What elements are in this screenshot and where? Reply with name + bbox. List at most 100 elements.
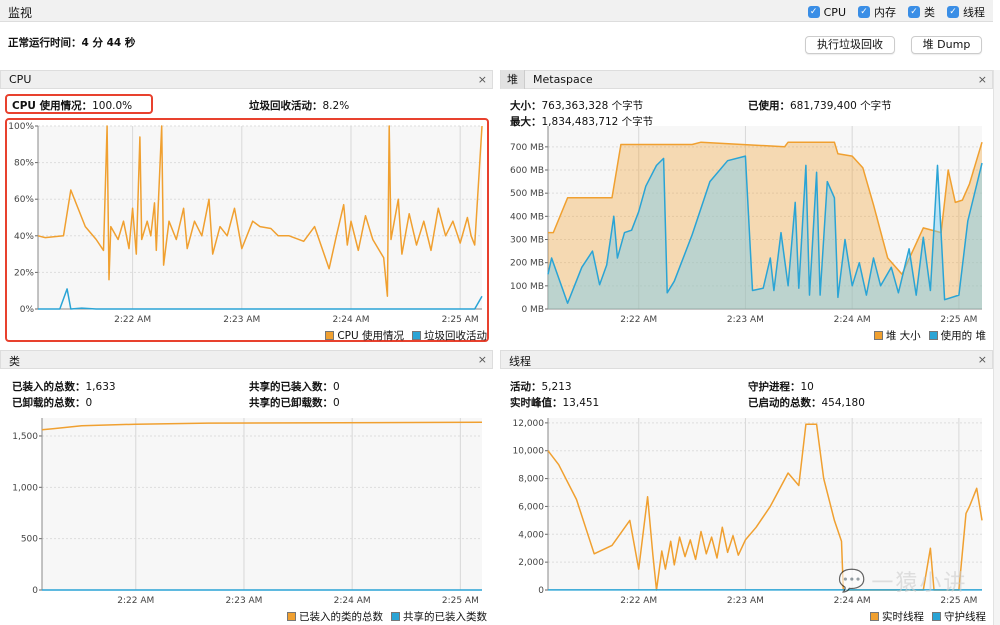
window-title: 监视 <box>8 6 33 20</box>
series-line-2 <box>38 288 483 310</box>
cpu-panel-header: CPU × <box>0 70 493 89</box>
cpu-legend: CPU 使用情况 垃圾回收活动 <box>325 328 487 343</box>
legend-swatch-icon <box>287 612 296 621</box>
y-tick-label: 10,000 <box>513 447 545 457</box>
legend-swatch-icon <box>870 612 879 621</box>
series-line-2 <box>547 155 983 304</box>
uptime: 正常运行时间：4 分 44 秒 <box>8 37 136 49</box>
y-tick-label: 4,000 <box>518 530 544 540</box>
y-tick-label: 0 MB <box>521 305 544 315</box>
x-tick-label: 2:25 AM <box>940 596 977 606</box>
legend-item: 垃圾回收活动 <box>412 328 487 343</box>
x-tick-label: 2:23 AM <box>727 596 764 606</box>
x-tick-label: 2:23 AM <box>727 315 764 325</box>
checkmark-icon: ✓ <box>807 6 820 18</box>
x-tick-label: 2:25 AM <box>442 596 479 606</box>
x-tick-label: 2:24 AM <box>334 596 371 606</box>
close-icon[interactable]: × <box>977 353 987 366</box>
y-tick-label: 1,500 <box>12 432 38 442</box>
series-line-1 <box>37 125 483 297</box>
checkbox-cpu[interactable]: ✓ CPU <box>807 4 846 20</box>
y-tick-label: 100% <box>8 122 34 132</box>
y-tick-label: 12,000 <box>513 419 545 429</box>
series-area-2 <box>548 156 982 309</box>
y-tick-label: 2,000 <box>518 558 544 568</box>
panel-title: 线程 <box>509 355 531 368</box>
classes-legend: 已装入的类的总数 共享的已装入类数 <box>287 609 487 624</box>
y-tick-label: 6,000 <box>518 502 544 512</box>
y-tick-label: 0% <box>20 305 35 315</box>
legend-swatch-icon <box>325 331 335 340</box>
heap-legend: 堆 大小 使用的 堆 <box>873 328 986 343</box>
classes-chart: 0 500 1,000 1,500 2:22 AM 2:23 AM 2:24 AM 2:25 … <box>12 418 483 606</box>
checkmark-icon: ✓ <box>947 6 959 18</box>
unloaded-total-stat: 已卸载的总数：0 <box>12 397 93 409</box>
heap-dump-button[interactable]: 堆 Dump <box>911 36 982 54</box>
threads-legend: 实时线程 守护线程 <box>870 609 986 624</box>
y-tick-label: 80% <box>14 159 34 169</box>
heap-chart: 0 MB 100 MB 200 MB 300 MB 400 MB 500 MB 600 MB… <box>510 126 983 325</box>
y-tick-label: 400 MB <box>510 212 544 222</box>
y-tick-label: 500 <box>21 535 38 545</box>
checkbox-label: 内存 <box>874 6 896 19</box>
shared-unloaded-stat: 共享的已卸载数：0 <box>249 397 340 409</box>
cpu-chart-highlight <box>5 118 489 342</box>
series-area-1 <box>548 142 982 309</box>
threads-panel-header: 线程 × <box>500 350 993 369</box>
checkbox-label: CPU <box>823 5 846 19</box>
heap-size-stat: 大小：763,363,328 个字节 <box>510 100 644 112</box>
plot-area <box>548 418 982 590</box>
classes-panel-header: 类 × <box>0 350 493 369</box>
legend-item: 已装入的类的总数 <box>287 609 383 624</box>
checkbox-label: 线程 <box>963 6 985 19</box>
cpu-usage-highlight <box>5 94 153 114</box>
perform-gc-button[interactable]: 执行垃圾回收 <box>805 36 895 54</box>
series-line-1 <box>41 421 483 431</box>
y-tick-label: 0 <box>32 586 38 596</box>
checkbox-memory[interactable]: ✓ 内存 <box>858 4 896 20</box>
y-tick-label: 20% <box>14 268 34 278</box>
heap-used-stat: 已使用：681,739,400 个字节 <box>748 100 892 112</box>
close-icon[interactable]: × <box>477 353 487 366</box>
y-tick-label: 300 MB <box>510 236 544 246</box>
x-tick-label: 2:25 AM <box>940 315 977 325</box>
y-tick-label: 8,000 <box>518 475 544 485</box>
started-total-stat: 已启动的总数：454,180 <box>748 397 865 409</box>
x-tick-label: 2:23 AM <box>225 596 262 606</box>
legend-swatch-icon <box>873 331 883 340</box>
monitor-toolbar: 监视 ✓ CPU ✓ 内存 ✓ 类 ✓ 线程 <box>0 0 993 22</box>
legend-item: 守护线程 <box>932 609 986 624</box>
legend-item: 堆 大小 <box>873 328 921 343</box>
vertical-scrollbar[interactable] <box>993 70 1000 625</box>
close-icon[interactable]: × <box>477 73 487 86</box>
y-tick-label: 40% <box>14 232 34 242</box>
peak-threads-stat: 实时峰值：13,451 <box>510 397 600 409</box>
legend-item: CPU 使用情况 <box>325 328 404 343</box>
x-tick-label: 2:22 AM <box>114 315 151 325</box>
checkbox-classes[interactable]: ✓ 类 <box>908 4 935 20</box>
shared-loaded-stat: 共享的已装入数：0 <box>249 381 340 393</box>
heap-panel-header: 堆 Metaspace × <box>500 70 993 89</box>
legend-swatch-icon <box>412 331 421 340</box>
x-tick-label: 2:23 AM <box>223 315 260 325</box>
y-tick-label: 200 MB <box>510 259 544 269</box>
y-tick-label: 500 MB <box>510 189 544 199</box>
y-tick-label: 100 MB <box>510 282 544 292</box>
x-tick-label: 2:24 AM <box>834 596 871 606</box>
tab-metaspace[interactable]: Metaspace <box>533 73 593 86</box>
cpu-usage-stat: CPU 使用情况：100.0% <box>12 100 133 112</box>
close-icon[interactable]: × <box>977 73 987 86</box>
checkbox-label: 类 <box>924 6 935 19</box>
checkbox-threads[interactable]: ✓ 线程 <box>947 4 985 20</box>
heap-max-stat: 最大：1,834,483,712 个字节 <box>510 116 654 128</box>
x-tick-label: 2:22 AM <box>117 596 154 606</box>
legend-swatch-icon <box>391 612 400 621</box>
y-tick-label: 0 <box>538 586 544 596</box>
tab-heap[interactable]: 堆 <box>501 70 525 89</box>
plot-area <box>42 418 482 590</box>
y-tick-label: 60% <box>14 195 34 205</box>
x-tick-label: 2:22 AM <box>620 596 657 606</box>
x-tick-label: 2:24 AM <box>834 315 871 325</box>
x-tick-label: 2:25 AM <box>442 315 479 325</box>
panel-title: 类 <box>9 355 20 368</box>
